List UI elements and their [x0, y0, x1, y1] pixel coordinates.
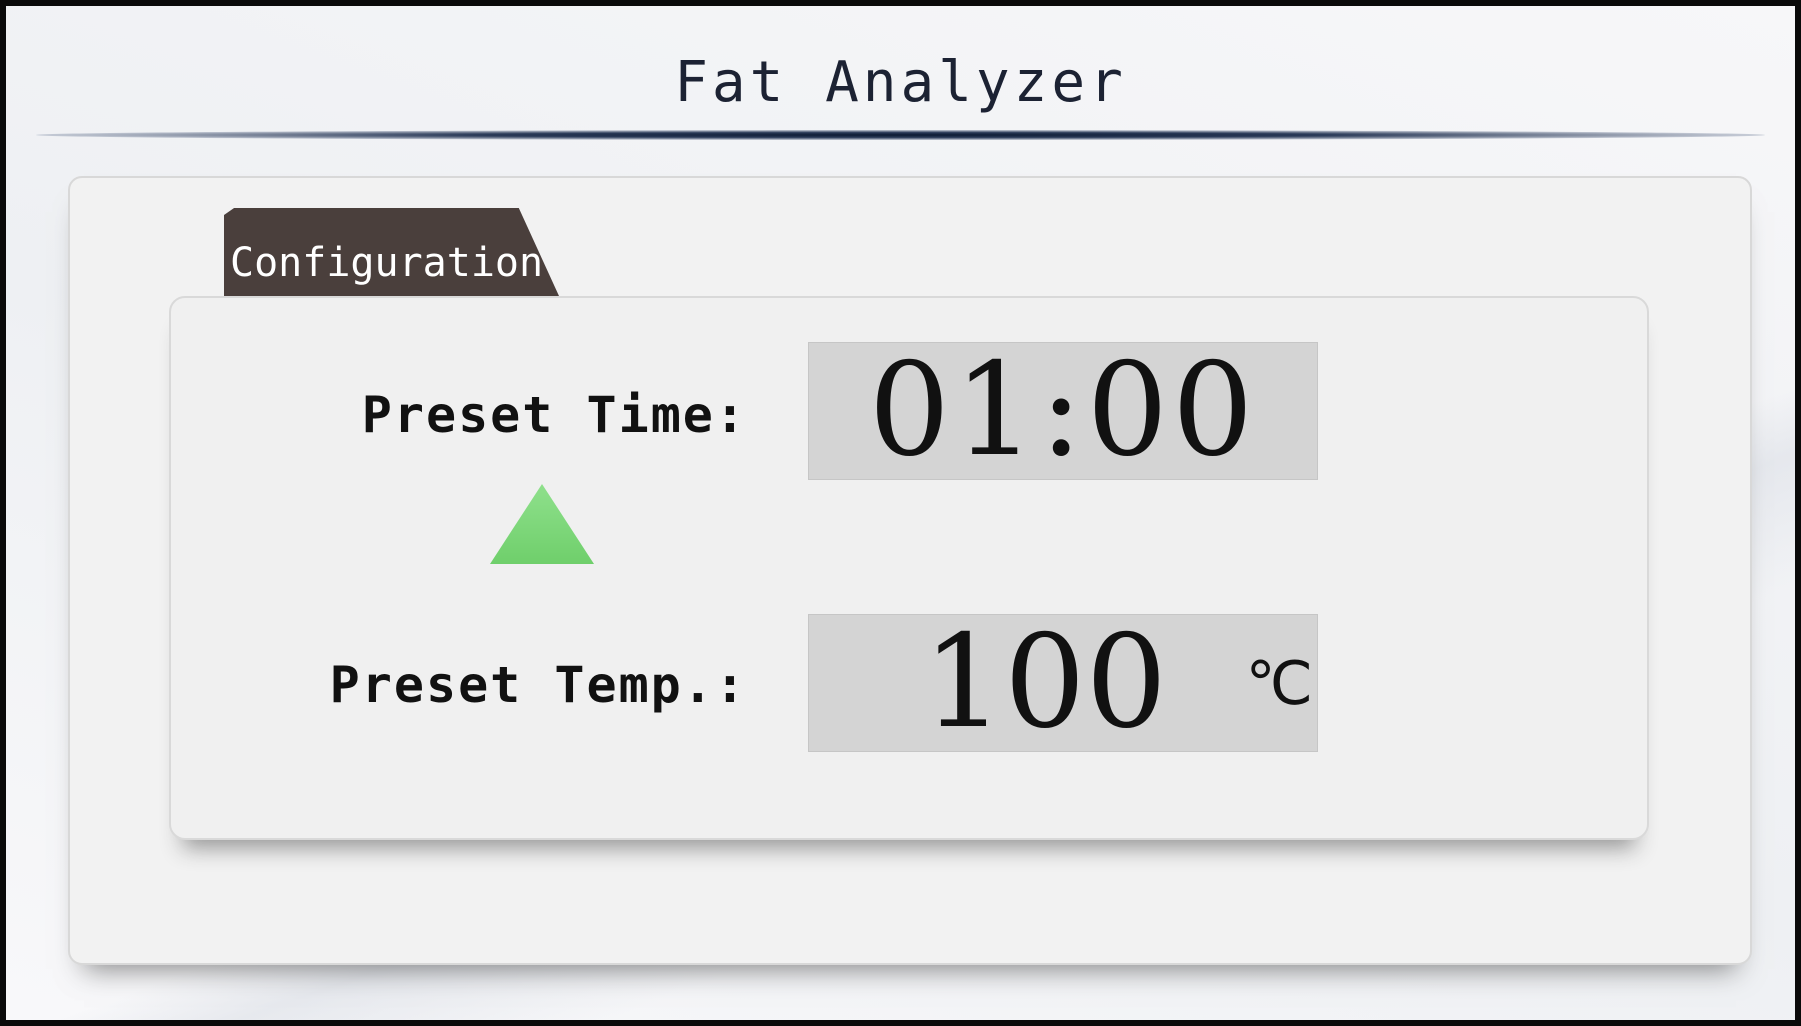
- preset-time-value: 01:00: [868, 336, 1258, 485]
- title-divider: [36, 130, 1765, 140]
- preset-time-display[interactable]: 01:00: [808, 342, 1318, 480]
- tab-configuration[interactable]: [224, 208, 559, 296]
- preset-temp-value: 100: [922, 608, 1167, 757]
- tab-configuration-label: Configuration: [230, 240, 544, 286]
- preset-temp-label: Preset Temp.:: [329, 656, 747, 714]
- preset-time-label: Preset Time:: [361, 386, 747, 444]
- page-title: Fat Analyzer: [674, 50, 1127, 115]
- temp-unit-label: ℃: [1245, 649, 1313, 719]
- preset-temp-display[interactable]: 100 ℃: [808, 614, 1318, 752]
